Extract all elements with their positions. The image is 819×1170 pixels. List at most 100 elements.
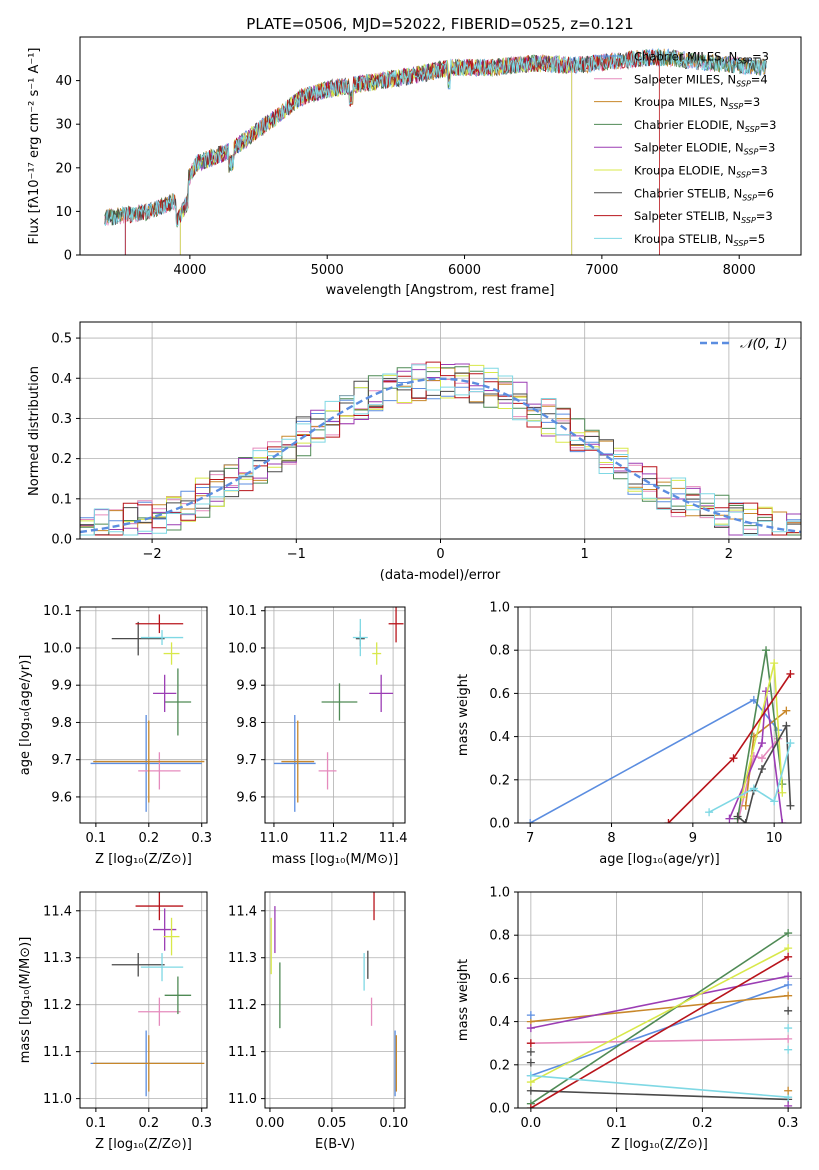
spectrum-xtick-label: 6000 — [448, 263, 481, 278]
point-marker — [778, 788, 787, 797]
legend-label: Kroupa ELODIE, NSSP=3 — [634, 164, 768, 180]
residual-xlabel: (data-model)/error — [380, 568, 501, 583]
panel-age_vs_mass: 11.0 11.2 11.4 9.6 9.7 9.8 9.9 10.0 10.1 mass [lo… — [228, 604, 408, 867]
series-line — [530, 1089, 789, 1101]
series-line — [530, 956, 789, 1108]
point-marker — [786, 739, 795, 748]
errorbar-point — [138, 752, 181, 790]
ytick-label: 11.2 — [43, 998, 72, 1013]
xtick-label: 0.3 — [191, 1116, 212, 1131]
xtick-label: 0.0 — [521, 1116, 542, 1131]
spectrum-title: PLATE=0506, MJD=52022, FIBERID=0525, z=0… — [246, 15, 633, 33]
ytick-label: 0.8 — [489, 644, 510, 659]
xtick-label: 9 — [689, 831, 697, 846]
errorbar-point — [90, 715, 202, 812]
residual-xtick-label: −1 — [287, 547, 306, 562]
xtick-label: 0.3 — [191, 831, 212, 846]
errorbar-point — [140, 630, 184, 645]
residual-histogram — [80, 372, 801, 536]
series-line — [530, 1038, 789, 1044]
spectrum-xtick-label: 5000 — [311, 263, 344, 278]
point-marker — [784, 980, 793, 989]
point-marker — [757, 765, 766, 773]
legend-label: Salpeter STELIB, NSSP=3 — [634, 209, 773, 225]
ytick-label: 0.0 — [489, 1102, 510, 1117]
residual-xtick-label: 0 — [436, 547, 444, 562]
ytick-label: 10.0 — [43, 641, 72, 656]
spectrum-ytick-label: 0 — [64, 249, 72, 264]
residual-ylabel: Normed distribution — [27, 366, 42, 496]
spectrum-axes-frame — [79, 36, 802, 256]
data-marks — [270, 892, 397, 1097]
errorbar-point — [111, 621, 165, 656]
ytick-label: 11.0 — [228, 1092, 257, 1107]
axes-frame — [517, 606, 802, 824]
xtick-label: 7 — [526, 831, 534, 846]
spectrum-panel: PLATE=0506, MJD=52022, FIBERID=0525, z=0… — [27, 15, 802, 298]
point-marker — [784, 1024, 793, 1033]
axis-xlabel: Z [log₁₀(Z/Z⊙)] — [95, 1137, 192, 1152]
residual-histogram — [80, 364, 801, 536]
residual-panel: −2 −1 0 1 2 0.0 0.1 0.2 0.3 0.4 0.5 (data-model)/e… — [27, 321, 802, 583]
residual-ytick-label: 0.1 — [51, 492, 72, 507]
point-marker — [784, 944, 793, 953]
ytick-label: 11.3 — [43, 951, 72, 966]
ytick-label: 0.4 — [489, 730, 510, 745]
spectrum-xtick-label: 7000 — [585, 263, 618, 278]
spectrum-legend: Chabrier MILES, NSSP=3 Salpeter MILES, NS… — [594, 50, 776, 248]
axis-xlabel: Z [log₁₀(Z/Z⊙)] — [611, 1137, 708, 1152]
spectrum-xlabel: wavelength [Angstrom, rest frame] — [326, 283, 555, 298]
ytick-label: 9.6 — [236, 790, 257, 805]
point-marker — [526, 1071, 535, 1080]
point-marker — [784, 1006, 793, 1015]
point-marker — [786, 669, 795, 678]
ytick-label: 0.0 — [489, 817, 510, 832]
point-marker — [733, 812, 742, 821]
point-marker — [749, 695, 758, 704]
spectrum-lines — [104, 47, 767, 256]
parameter-panels: 0.1 0.2 0.3 9.6 9.7 9.8 9.9 10.0 10.1 Z [log₁₀(Z/… — [18, 601, 802, 1152]
legend-label: Chabrier STELIB, NSSP=6 — [634, 186, 774, 202]
series-line — [737, 723, 792, 823]
point-marker — [705, 808, 714, 817]
errorbar-point — [164, 668, 192, 736]
panel-mass_vs_Z: 0.1 0.2 0.3 11.0 11.1 11.2 11.3 11.4 Z [log₁₀(Z/… — [18, 891, 212, 1152]
legend-label: Salpeter MILES, NSSP=4 — [634, 72, 768, 88]
xtick-label: 0.2 — [138, 1116, 159, 1131]
axis-xlabel: mass [log₁₀(M/M⊙)] — [272, 852, 399, 867]
axes-frame — [264, 606, 406, 824]
errorbar-point — [164, 976, 192, 1015]
point-marker — [784, 1034, 793, 1043]
ytick-label: 11.4 — [43, 904, 72, 919]
errorbar-point — [135, 892, 184, 921]
series-line — [736, 738, 779, 823]
point-marker — [770, 797, 779, 806]
series-line — [530, 975, 789, 1029]
ytick-label: 9.9 — [51, 679, 72, 694]
spectrum-ylabel: Flux [fλ10⁻¹⁷ erg cm⁻² s⁻¹ A⁻¹] — [27, 48, 42, 245]
errorbar-point — [281, 720, 315, 803]
axes-frame — [264, 891, 406, 1109]
data-marks — [273, 607, 404, 812]
ytick-label: 9.8 — [236, 716, 257, 731]
point-marker — [741, 819, 750, 823]
ytick-label: 9.7 — [51, 753, 72, 768]
ytick-label: 9.8 — [51, 716, 72, 731]
point-marker — [784, 1086, 793, 1095]
point-marker — [784, 991, 793, 1000]
point-marker — [526, 1086, 535, 1095]
series-line — [530, 932, 789, 1105]
xtick-label: 0.2 — [138, 831, 159, 846]
residual-ticks: −2 −1 0 1 2 0.0 0.1 0.2 0.3 0.4 0.5 — [51, 332, 733, 562]
axis-ylabel: mass weight — [456, 674, 471, 756]
residual-legend-label: 𝒩(0, 1) — [740, 337, 787, 352]
spectrum-xtick-label: 4000 — [173, 263, 206, 278]
point-marker — [757, 754, 766, 763]
ytick-label: 9.7 — [236, 753, 257, 768]
series-line — [530, 994, 789, 1023]
ytick-label: 1.0 — [489, 601, 510, 616]
spectrum-series-line — [104, 47, 767, 227]
ytick-label: 10.0 — [228, 641, 257, 656]
xtick-label: 0.1 — [606, 1116, 627, 1131]
